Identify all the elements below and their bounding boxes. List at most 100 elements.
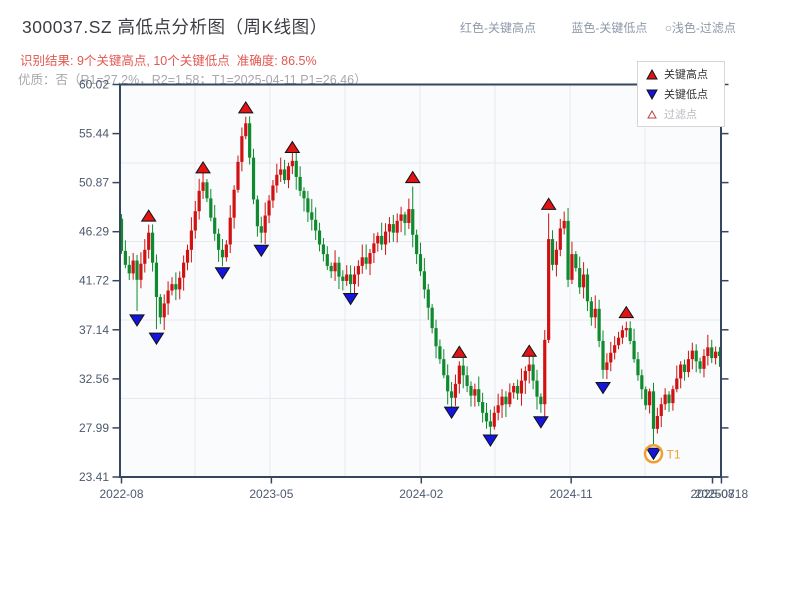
key-high-marker <box>451 345 468 358</box>
candle-body <box>578 268 582 288</box>
candle-body <box>434 328 438 347</box>
candle-body <box>360 257 364 266</box>
candle-body <box>422 271 426 290</box>
key-high-triangle-icon <box>646 68 658 79</box>
y-tick-label: 27.99 <box>79 421 109 435</box>
candle-body <box>282 169 287 181</box>
candle-body <box>399 214 403 221</box>
key-low-marker <box>595 381 611 395</box>
candle-body <box>515 385 520 394</box>
candle-body <box>248 123 252 158</box>
candle-body <box>628 328 632 341</box>
candle-body <box>574 254 578 269</box>
candle-body <box>205 182 209 199</box>
candle-body <box>135 260 139 280</box>
key-low-marker <box>443 406 460 420</box>
candle-body <box>601 340 605 370</box>
candle-body <box>321 244 326 255</box>
candle-body <box>531 364 535 381</box>
candle-body <box>632 340 636 360</box>
candle-body <box>418 254 423 272</box>
candle-body <box>317 230 322 245</box>
caption-key-low: 蓝色-关键低点 <box>571 21 648 35</box>
key-high-marker <box>195 160 211 174</box>
candle-body <box>481 402 485 413</box>
key-low-marker <box>129 314 145 327</box>
candle-body <box>154 262 159 297</box>
key-low-marker <box>148 332 165 346</box>
candle-body <box>182 262 186 278</box>
candle-body <box>461 365 465 376</box>
candle-body <box>220 249 225 258</box>
key-high-marker <box>237 100 254 114</box>
legend-item-key-high[interactable]: 关键高点 <box>646 64 724 84</box>
candle-body <box>244 123 248 137</box>
legend-label: 关键高点 <box>664 69 708 81</box>
candle-body <box>636 359 640 376</box>
candle-body <box>131 260 135 274</box>
candle-body <box>337 262 341 277</box>
candle-body <box>263 215 267 233</box>
candle-body <box>426 289 430 308</box>
recognition-result-text: 识别结果: 9个关键高点, 10个关键低点 准确度: 86.5% <box>20 54 317 68</box>
key-high-marker <box>521 344 538 357</box>
candle-body <box>267 200 271 216</box>
candle-body <box>251 157 256 200</box>
candle-body <box>453 383 458 398</box>
candle-body <box>174 284 178 290</box>
candle-body <box>648 391 652 406</box>
candle-body <box>193 211 197 231</box>
candle-body <box>349 274 353 285</box>
candle-body <box>329 265 333 272</box>
candles-layer <box>119 116 722 445</box>
candle-body <box>368 253 372 264</box>
x-axis: 2022-08 2023-05 2024-02 2024-11 2025-0820250… <box>99 477 748 501</box>
candle-body <box>539 396 543 405</box>
candle-body <box>477 389 481 403</box>
x-tick-label: 2023-05 <box>249 487 293 501</box>
y-tick-label: 32.56 <box>79 372 109 386</box>
candle-body <box>341 276 345 281</box>
legend-item-filter[interactable]: 过滤点 <box>646 104 724 124</box>
candle-body <box>659 404 663 416</box>
candle-body <box>170 284 174 291</box>
candle-body <box>166 290 170 304</box>
candle-body <box>391 224 395 233</box>
candle-body <box>158 296 162 318</box>
candle-body <box>407 209 411 224</box>
candle-body <box>613 345 617 353</box>
t1-circle-marker <box>643 444 664 464</box>
candle-body <box>605 362 609 370</box>
candle-body <box>512 385 516 393</box>
x-tick-label: 2024-02 <box>399 487 443 501</box>
candle-body <box>216 233 221 250</box>
candle-body <box>469 385 473 396</box>
candle-body <box>492 412 496 427</box>
key-low-triangle-icon <box>646 89 658 100</box>
candle-body <box>496 405 500 413</box>
candle-body <box>123 250 127 265</box>
candle-body <box>162 303 166 318</box>
key-low-marker <box>214 267 231 280</box>
candle-body <box>547 239 551 340</box>
candle-body <box>714 351 718 359</box>
t1-label: T1 <box>666 447 680 461</box>
legend-item-key-low[interactable]: 关键低点 <box>646 84 724 104</box>
candle-body <box>259 226 263 233</box>
candle-body <box>201 182 205 191</box>
candle-body <box>213 217 217 234</box>
candle-body <box>616 337 621 346</box>
candle-body <box>562 220 566 229</box>
candle-body <box>465 375 469 386</box>
candle-body <box>550 239 555 265</box>
candle-body <box>589 301 593 318</box>
key-high-marker <box>540 197 557 210</box>
candle-body <box>682 364 687 373</box>
candle-body <box>679 364 683 379</box>
candle-body <box>383 231 388 245</box>
candle-body <box>143 249 147 264</box>
candle-body <box>352 274 357 285</box>
x-tick-label: 2025-08 <box>690 487 734 501</box>
candle-body <box>380 235 384 245</box>
